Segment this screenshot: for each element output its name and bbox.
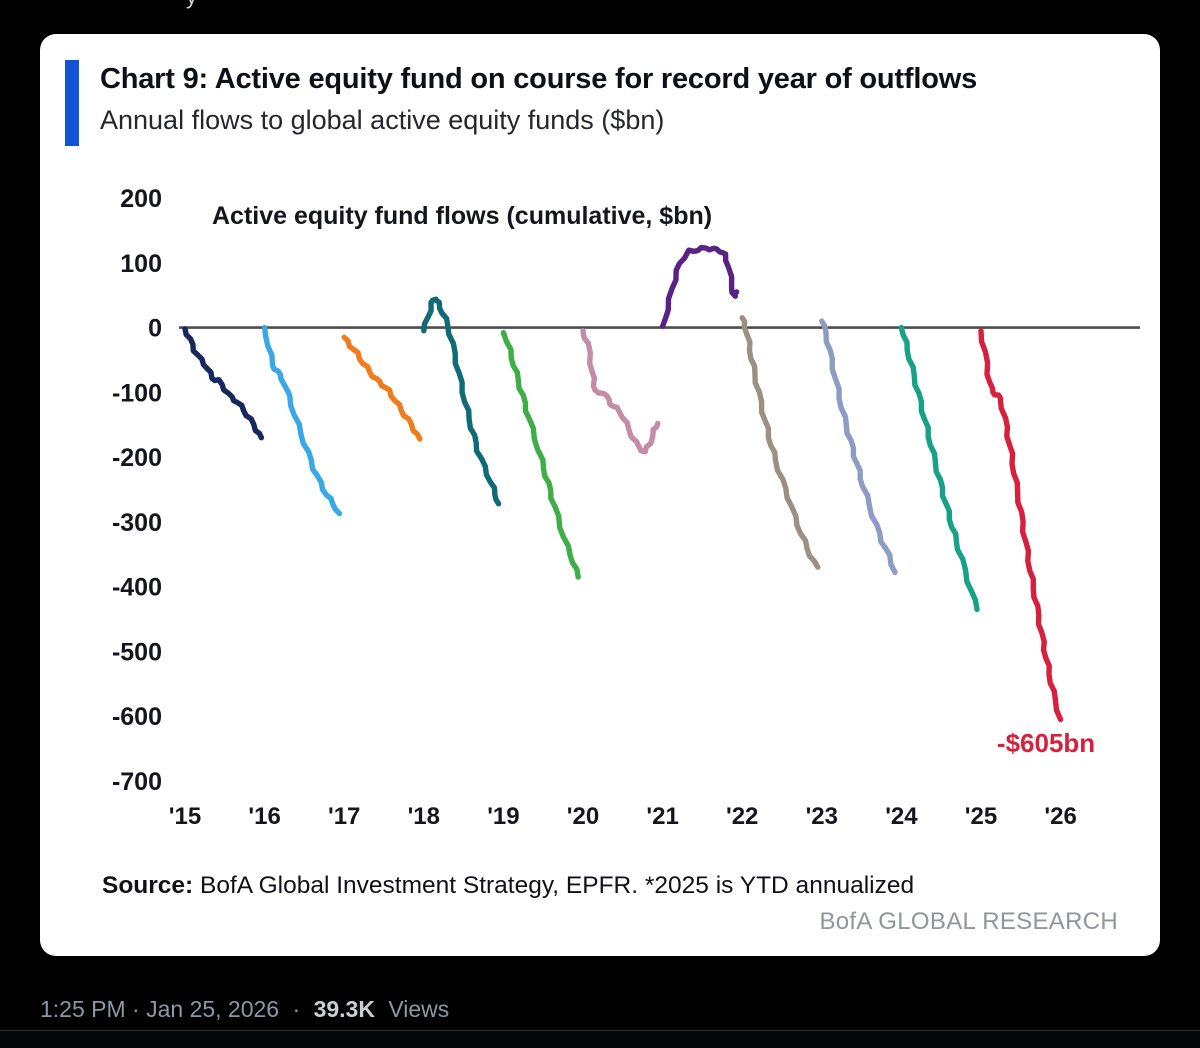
x-tick-label: '20: [567, 803, 599, 830]
y-tick-label: 100: [120, 250, 162, 278]
chart-title: Chart 9: Active equity fund on course fo…: [100, 63, 977, 95]
accent-bar: [65, 60, 79, 146]
chart-subtitle: Annual flows to global active equity fun…: [100, 104, 665, 135]
views-count[interactable]: 39.3K: [313, 996, 375, 1022]
y-tick-label: -100: [112, 379, 162, 407]
x-tick-label: '23: [806, 803, 838, 830]
y-tick-label: 0: [148, 315, 162, 343]
brand-credit: BofA GLOBAL RESEARCH: [819, 908, 1118, 935]
meta-separator: ·: [292, 996, 301, 1022]
cropped-text: y: [186, 0, 246, 10]
y-tick-label: -700: [112, 768, 162, 796]
series-line-2020: [580, 328, 661, 455]
bottom-strip: [0, 1031, 1200, 1048]
x-tick-label: '16: [248, 803, 280, 830]
source-note: Source: BofA Global Investment Strategy,…: [102, 872, 914, 900]
value-annotation: -$605bn: [997, 728, 1095, 758]
series-line-2025: [978, 328, 1064, 723]
chart-svg: 200 100 0 -100 -200 -300 -400 -500 -600 -700 '15 '1…: [112, 185, 1140, 830]
source-text: BofA Global Investment Strategy, EPFR. *…: [193, 872, 915, 899]
post-meta: 1:25 PM · Jan 25, 2026 · 39.3K Views: [40, 996, 449, 1023]
bottom-divider: [0, 1030, 1200, 1031]
x-tick-label: '19: [487, 803, 519, 830]
x-tick-label: '15: [169, 803, 201, 830]
x-tick-label: '22: [726, 803, 758, 830]
x-tick-label: '18: [408, 803, 440, 830]
series-line-2021: [659, 244, 740, 329]
x-tick-label: '21: [646, 803, 678, 830]
series-line-2015: [182, 326, 265, 441]
series-line-2018: [421, 296, 502, 507]
y-tick-label: -400: [112, 574, 162, 602]
post-timestamp: 1:25 PM · Jan 25, 2026: [40, 996, 280, 1022]
y-tick-label: -600: [112, 703, 162, 731]
series-line-2023: [819, 318, 898, 576]
cropped-text-fragment: y: [186, 0, 246, 10]
chart-header: Chart 9: Active equity fund on course fo…: [40, 34, 1160, 146]
y-tick-label: 200: [120, 185, 162, 213]
y-tick-label: -200: [112, 444, 162, 472]
series-line-2016: [261, 324, 343, 517]
plot-title: Active equity fund flows (cumulative, $b…: [212, 202, 712, 230]
y-tick-label: -300: [112, 509, 162, 537]
series-line-2022: [739, 315, 821, 570]
views-label: Views: [388, 996, 450, 1022]
y-tick-label: -500: [112, 638, 162, 666]
series-line-2024: [898, 324, 980, 613]
series-line-2017: [341, 334, 423, 442]
x-tick-label: '24: [885, 803, 918, 830]
chart-card: Chart 9: Active equity fund on course fo…: [40, 34, 1160, 956]
header-text: Chart 9: Active equity fund on course fo…: [100, 60, 977, 136]
x-tick-label: '26: [1044, 803, 1076, 830]
source-label: Source:: [102, 872, 194, 899]
series-line-2019: [500, 330, 581, 580]
x-tick-label: '17: [328, 803, 360, 830]
x-tick-label: '25: [965, 803, 997, 830]
